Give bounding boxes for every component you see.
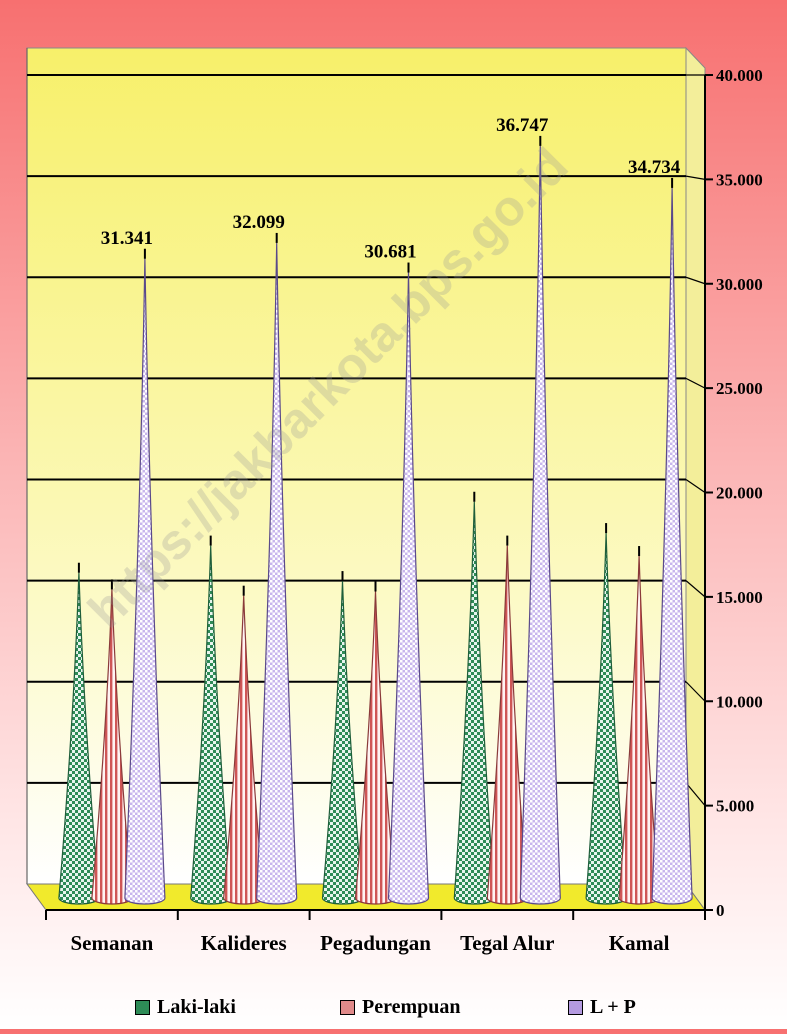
- cone-perempuan-0: [91, 589, 133, 905]
- gridline-side: [685, 479, 706, 493]
- cone-l-p-2: [387, 272, 430, 905]
- y-tick-label: 40.000: [716, 66, 763, 85]
- cone-l-p-4: [651, 187, 693, 905]
- gridline-side: [685, 782, 706, 807]
- cone-laki-laki-0: [58, 572, 100, 905]
- gridline-side: [685, 580, 706, 598]
- legend-label: Laki-laki: [157, 996, 236, 1018]
- cone-laki-laki-3: [453, 501, 495, 905]
- cone-perempuan-4: [618, 556, 660, 905]
- data-marks: [58, 135, 693, 905]
- legend-item-perempuan: Perempuan: [340, 996, 461, 1019]
- y-tick-label: 5.000: [716, 797, 754, 816]
- cone-laki-laki-4: [585, 533, 627, 905]
- data-label: 32.099: [233, 212, 285, 233]
- axes: [45, 74, 713, 920]
- y-tick-label: 30.000: [716, 275, 763, 294]
- legend-label: L + P: [590, 996, 636, 1018]
- cone-laki-laki-2: [321, 581, 364, 905]
- gridline-side: [685, 276, 706, 285]
- legend-item-l-plus-p: L + P: [568, 996, 636, 1019]
- legend: Laki-laki Perempuan L + P: [0, 996, 787, 1026]
- y-tick-label: 25.000: [716, 379, 763, 398]
- cone-l-p-0: [124, 258, 166, 905]
- category-label: Kalideres: [201, 931, 287, 955]
- data-label: 31.341: [101, 228, 153, 249]
- legend-swatch-l-plus-p: [568, 1000, 583, 1015]
- y-tick-label: 20.000: [716, 484, 763, 503]
- cone-perempuan-1: [223, 595, 265, 905]
- legend-swatch-perempuan: [340, 1000, 355, 1015]
- cone-laki-laki-1: [190, 545, 232, 905]
- legend-label: Perempuan: [362, 996, 461, 1018]
- gridline-side: [685, 681, 706, 702]
- legend-item-laki-laki: Laki-laki: [135, 996, 236, 1019]
- category-label: Semanan: [70, 931, 153, 955]
- back-wall-panel: [26, 47, 687, 885]
- category-label: Tegal Alur: [460, 931, 554, 955]
- legend-swatch-laki-laki: [135, 1000, 150, 1015]
- y-tick-label: 10.000: [716, 692, 763, 711]
- data-label: 30.681: [364, 242, 416, 263]
- y-tick-label: 0: [716, 901, 725, 920]
- gridline-side: [685, 377, 706, 389]
- cone-perempuan-3: [486, 545, 528, 905]
- category-label: Kamal: [609, 931, 670, 955]
- gridline-side: [685, 175, 706, 180]
- cone-l-p-3: [519, 145, 561, 905]
- data-label: 34.734: [628, 157, 681, 178]
- y-tick-label: 35.000: [716, 170, 763, 189]
- cone-l-p-1: [256, 242, 298, 905]
- category-label: Pegadungan: [320, 931, 431, 955]
- data-label: 36.747: [496, 115, 549, 136]
- y-tick-label: 15.000: [716, 588, 763, 607]
- cone-perempuan-2: [354, 591, 397, 905]
- labels: 31.341 Semanan 32.099 Kalideres 30.681 Pegadu…: [70, 66, 762, 955]
